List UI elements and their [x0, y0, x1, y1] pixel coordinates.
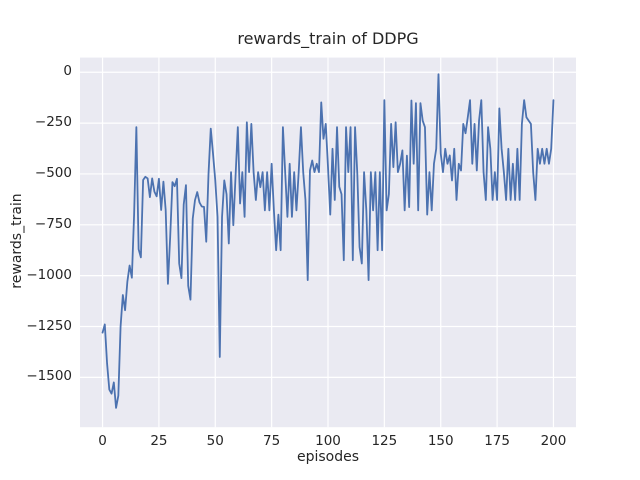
- y-tick-label: −1500: [26, 368, 72, 385]
- x-tick-label: 175: [484, 433, 510, 449]
- x-tick-label: 200: [540, 433, 567, 449]
- y-tick-label: −1250: [26, 317, 72, 334]
- x-tick-label: 125: [371, 433, 398, 449]
- y-tick-label: 0: [63, 63, 72, 80]
- x-tick-label: 100: [315, 433, 341, 449]
- x-axis-label: episodes: [296, 449, 360, 465]
- x-tick-label: 75: [263, 433, 281, 449]
- chart-title: rewards_train of DDPG: [237, 29, 419, 48]
- x-tick-label: 0: [98, 433, 107, 449]
- x-tick-label: 150: [427, 433, 454, 449]
- y-tick-label: −250: [34, 114, 72, 131]
- x-tick-label: 25: [150, 433, 168, 449]
- y-tick-label: −500: [34, 164, 72, 181]
- y-tick-label: −1000: [26, 266, 72, 283]
- y-tick-label: −750: [34, 215, 72, 232]
- x-tick-label: 50: [206, 433, 224, 449]
- rewards_train-line: [101, 73, 555, 409]
